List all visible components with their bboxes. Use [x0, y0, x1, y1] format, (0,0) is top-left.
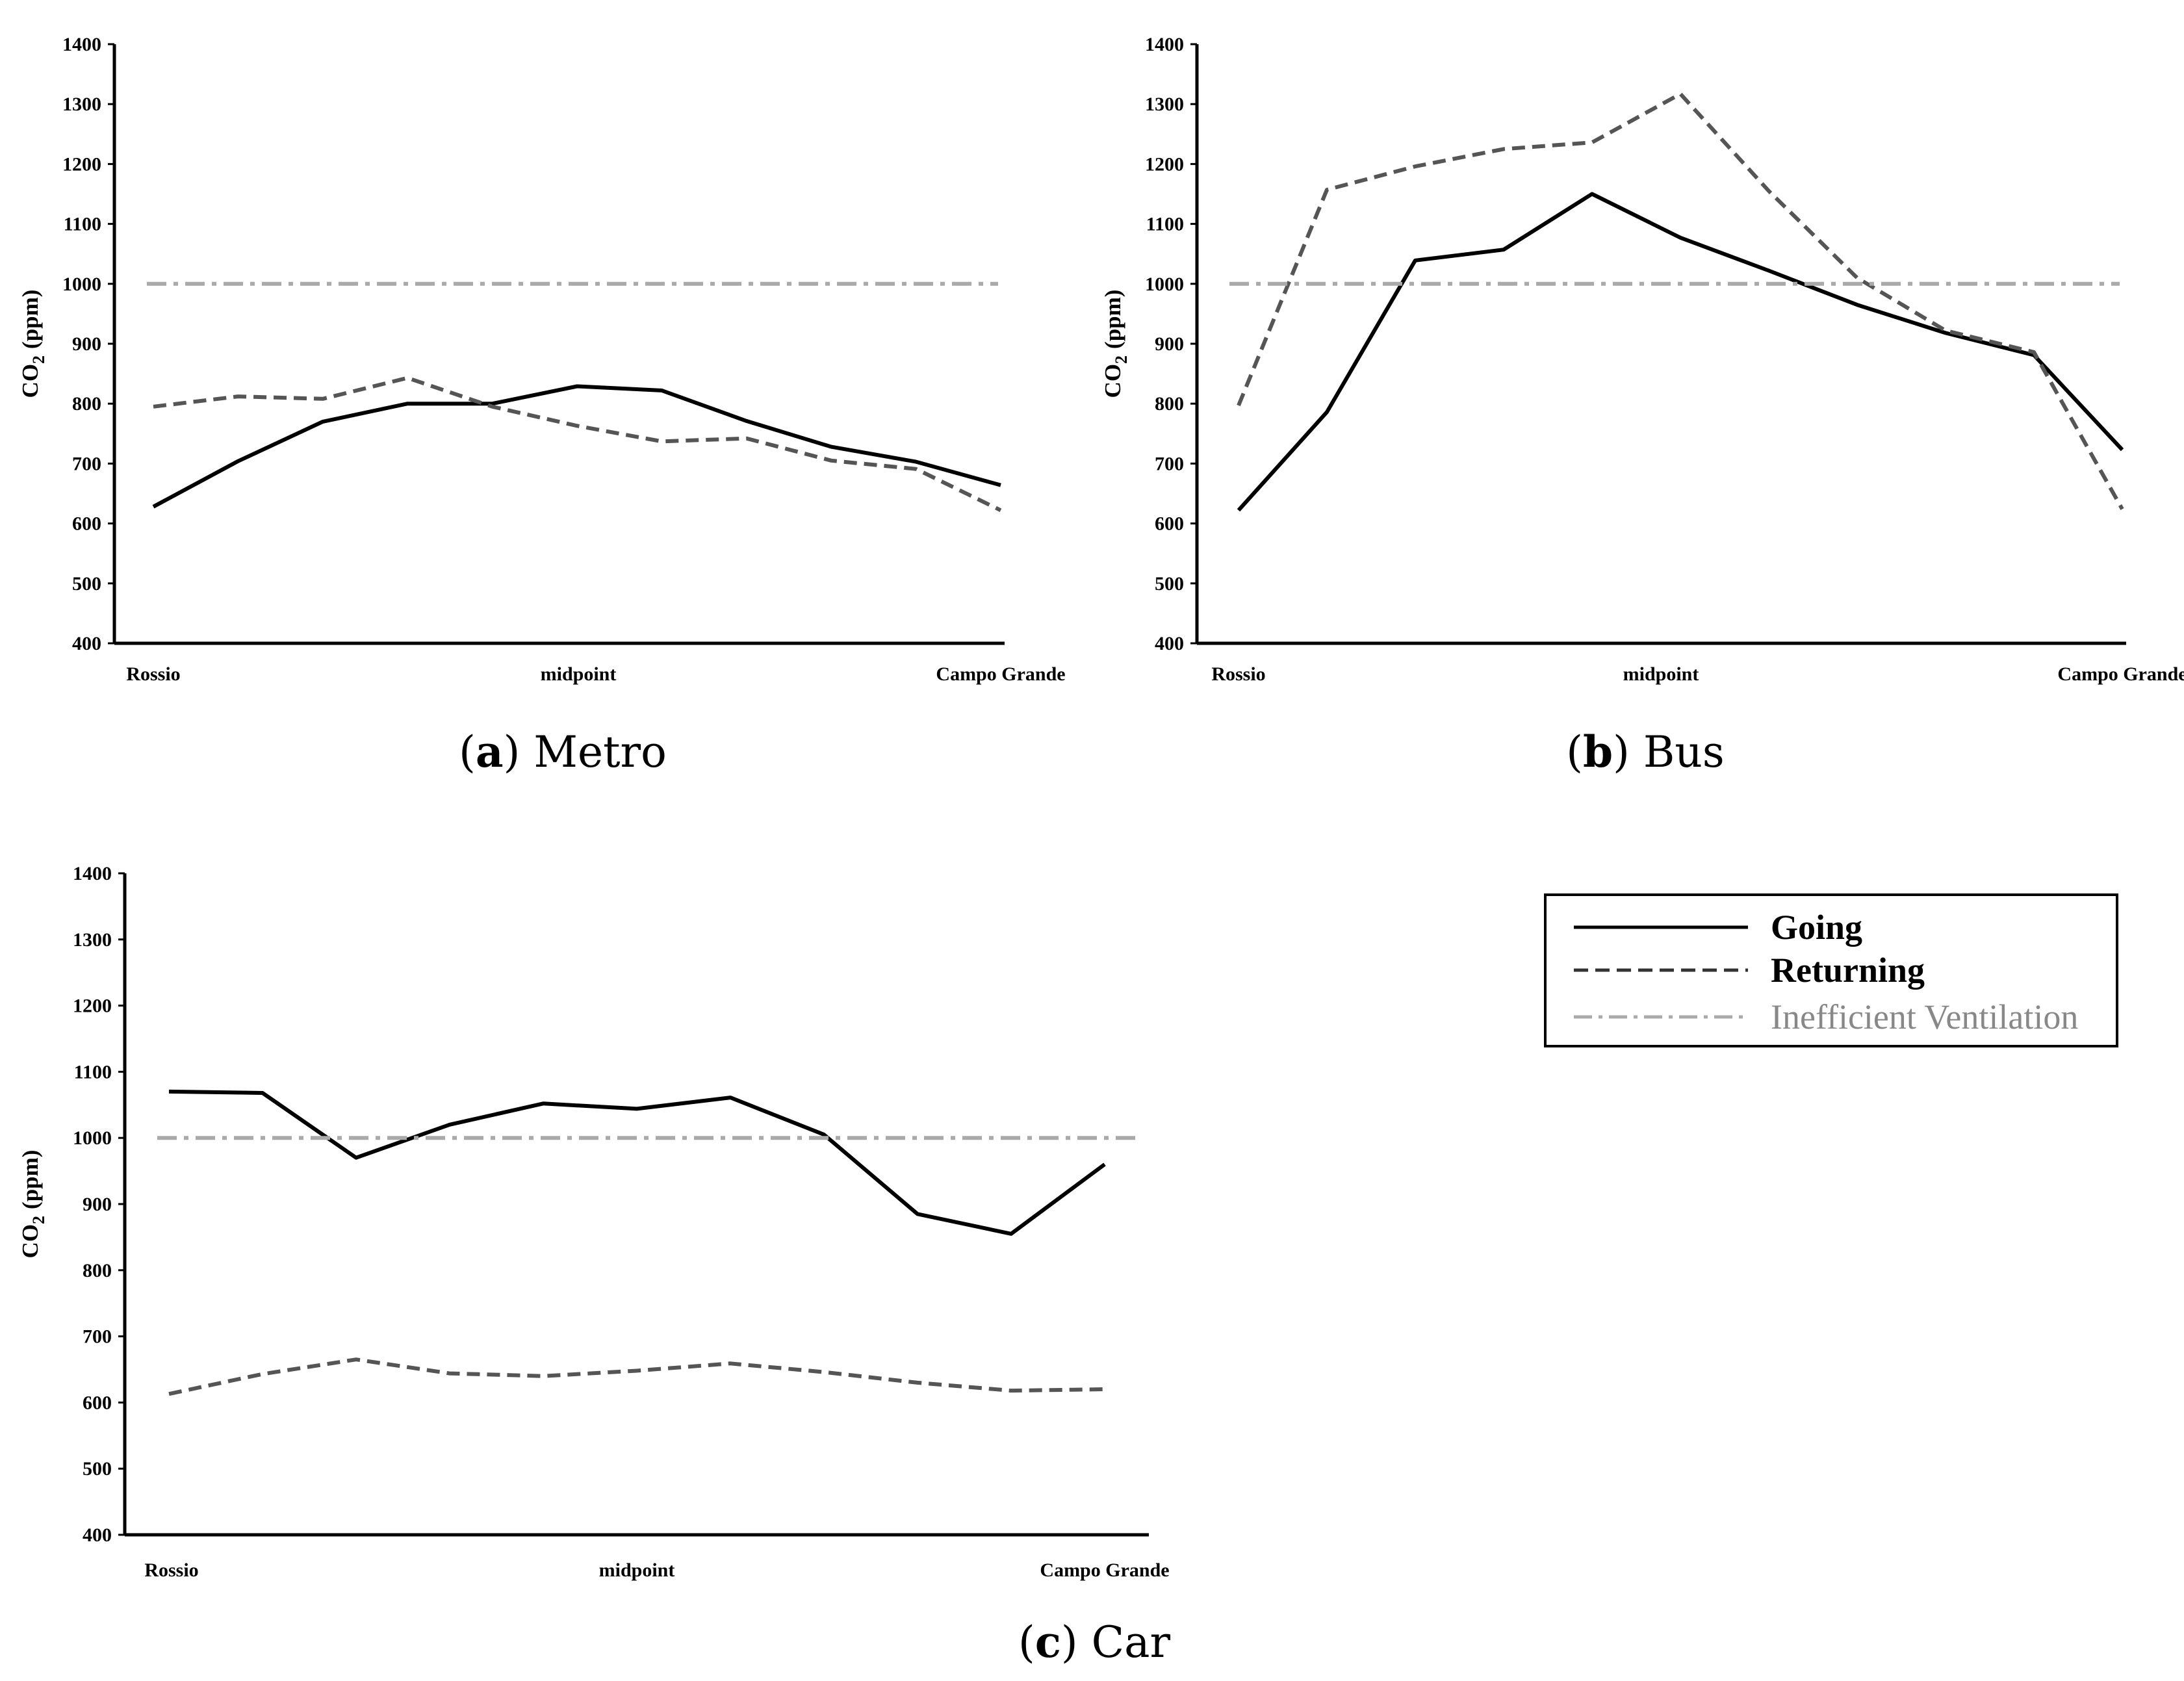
caption-paren-open: ( [1566, 727, 1583, 777]
y-tick-label: 800 [1155, 393, 1184, 415]
caption-paren-close: ) [1061, 1617, 1092, 1667]
x-tick-label: Campo Grande [1040, 1559, 1169, 1581]
y-tick-label: 1400 [62, 34, 101, 55]
legend-going-label: Going [1771, 908, 1862, 947]
caption-letter: b [1583, 726, 1613, 777]
y-axis-label-subscript: 2 [29, 1216, 48, 1224]
y-tick-label: 1300 [62, 94, 101, 115]
y-tick-label: 900 [83, 1194, 112, 1215]
y-tick-label: 700 [1155, 453, 1184, 474]
x-tick-label: Rossio [126, 663, 180, 685]
y-tick-label: 500 [72, 573, 101, 595]
y-tick-label: 1000 [1145, 274, 1184, 295]
legend: Going Returning Inefficient Ventilation [1544, 893, 2118, 1047]
panel-metro: 400 500 600 700 800 900 1000 1100 1200 1300 1400 Ro… [18, 34, 1066, 777]
panel-caption: (a) Metro [459, 726, 667, 777]
series-going-line [1237, 192, 2124, 512]
y-tick-label: 500 [83, 1458, 112, 1480]
y-axis-label: CO2 (ppm) [1100, 290, 1131, 398]
x-tick-label: Rossio [144, 1559, 198, 1581]
panel-caption: (b) Bus [1566, 726, 1725, 777]
y-tick-label: 1000 [62, 274, 101, 295]
caption-letter: c [1035, 1617, 1061, 1667]
y-tick-label: 1100 [64, 214, 101, 235]
caption-text: Bus [1643, 727, 1725, 777]
y-axis-label-main: CO [1100, 364, 1125, 398]
caption-text: Metro [533, 727, 666, 777]
y-tick-label: 1000 [73, 1127, 112, 1149]
x-tick-label: Campo Grande [936, 663, 1065, 685]
y-tick-label: 1200 [73, 995, 112, 1017]
y-tick-label: 500 [1155, 573, 1184, 595]
y-tick-label: 800 [83, 1260, 112, 1281]
x-tick-label: midpoint [541, 663, 617, 685]
y-tick-label: 600 [83, 1392, 112, 1413]
caption-paren-open: ( [459, 727, 476, 777]
y-tick-label: 1200 [62, 153, 101, 175]
y-axis-label-main: CO [18, 1224, 43, 1259]
legend-returning-label: Returning [1771, 951, 1925, 990]
y-tick-label: 800 [72, 393, 101, 415]
y-tick-label: 400 [1155, 633, 1184, 654]
x-tick-label: midpoint [1623, 663, 1699, 685]
y-axis-label-subscript: 2 [29, 355, 48, 364]
y-axis-label-unit: (ppm) [1100, 290, 1125, 349]
y-tick-label: 1300 [1145, 94, 1184, 115]
legend-ventilation-label: Inefficient Ventilation [1771, 997, 2078, 1036]
y-tick-label: 1400 [73, 863, 112, 884]
panel-car: 400 500 600 700 800 900 1000 1100 1200 1300 1400 Ro… [18, 863, 1170, 1667]
series-returning-line [168, 1357, 1105, 1396]
panel-caption: (c) Car [1018, 1617, 1171, 1667]
y-tick-label: 900 [1155, 333, 1184, 355]
y-axis-label: CO2 (ppm) [18, 290, 48, 398]
y-axis-label-main: CO [18, 364, 43, 398]
caption-paren-close: ) [1613, 727, 1643, 777]
y-tick-label: 400 [72, 633, 101, 654]
y-tick-label: 1400 [1145, 34, 1184, 55]
y-tick-label: 600 [72, 513, 101, 535]
series-returning-line [1237, 92, 2124, 510]
legend-box [1544, 893, 2118, 1047]
caption-paren-open: ( [1018, 1617, 1035, 1667]
x-tick-label: Rossio [1211, 663, 1265, 685]
y-tick-label: 700 [83, 1326, 112, 1348]
series-going-line [168, 1089, 1106, 1236]
y-tick-label: 1100 [74, 1061, 112, 1083]
y-tick-label: 1200 [1145, 153, 1184, 175]
y-tick-label: 1100 [1146, 214, 1184, 235]
y-tick-label: 700 [72, 453, 101, 474]
series-returning-line [153, 376, 1002, 512]
y-axis-label-unit: (ppm) [18, 1150, 43, 1209]
y-axis-label-unit: (ppm) [18, 290, 43, 349]
y-tick-label: 600 [1155, 513, 1184, 535]
y-tick-label: 1300 [73, 929, 112, 951]
series-going-line [152, 384, 1001, 509]
y-axis-label: CO2 (ppm) [18, 1150, 48, 1259]
y-axis-label-subscript: 2 [1112, 355, 1131, 364]
caption-letter: a [476, 726, 504, 777]
y-tick-label: 900 [72, 333, 101, 355]
x-tick-label: midpoint [599, 1559, 675, 1581]
caption-text: Car [1092, 1617, 1171, 1667]
y-tick-label: 400 [83, 1524, 112, 1546]
caption-paren-close: ) [504, 727, 534, 777]
x-tick-label: Campo Grande [2057, 663, 2184, 685]
panel-bus: 400 500 600 700 800 900 1000 1100 1200 1300 1400 Ro… [1100, 34, 2184, 777]
